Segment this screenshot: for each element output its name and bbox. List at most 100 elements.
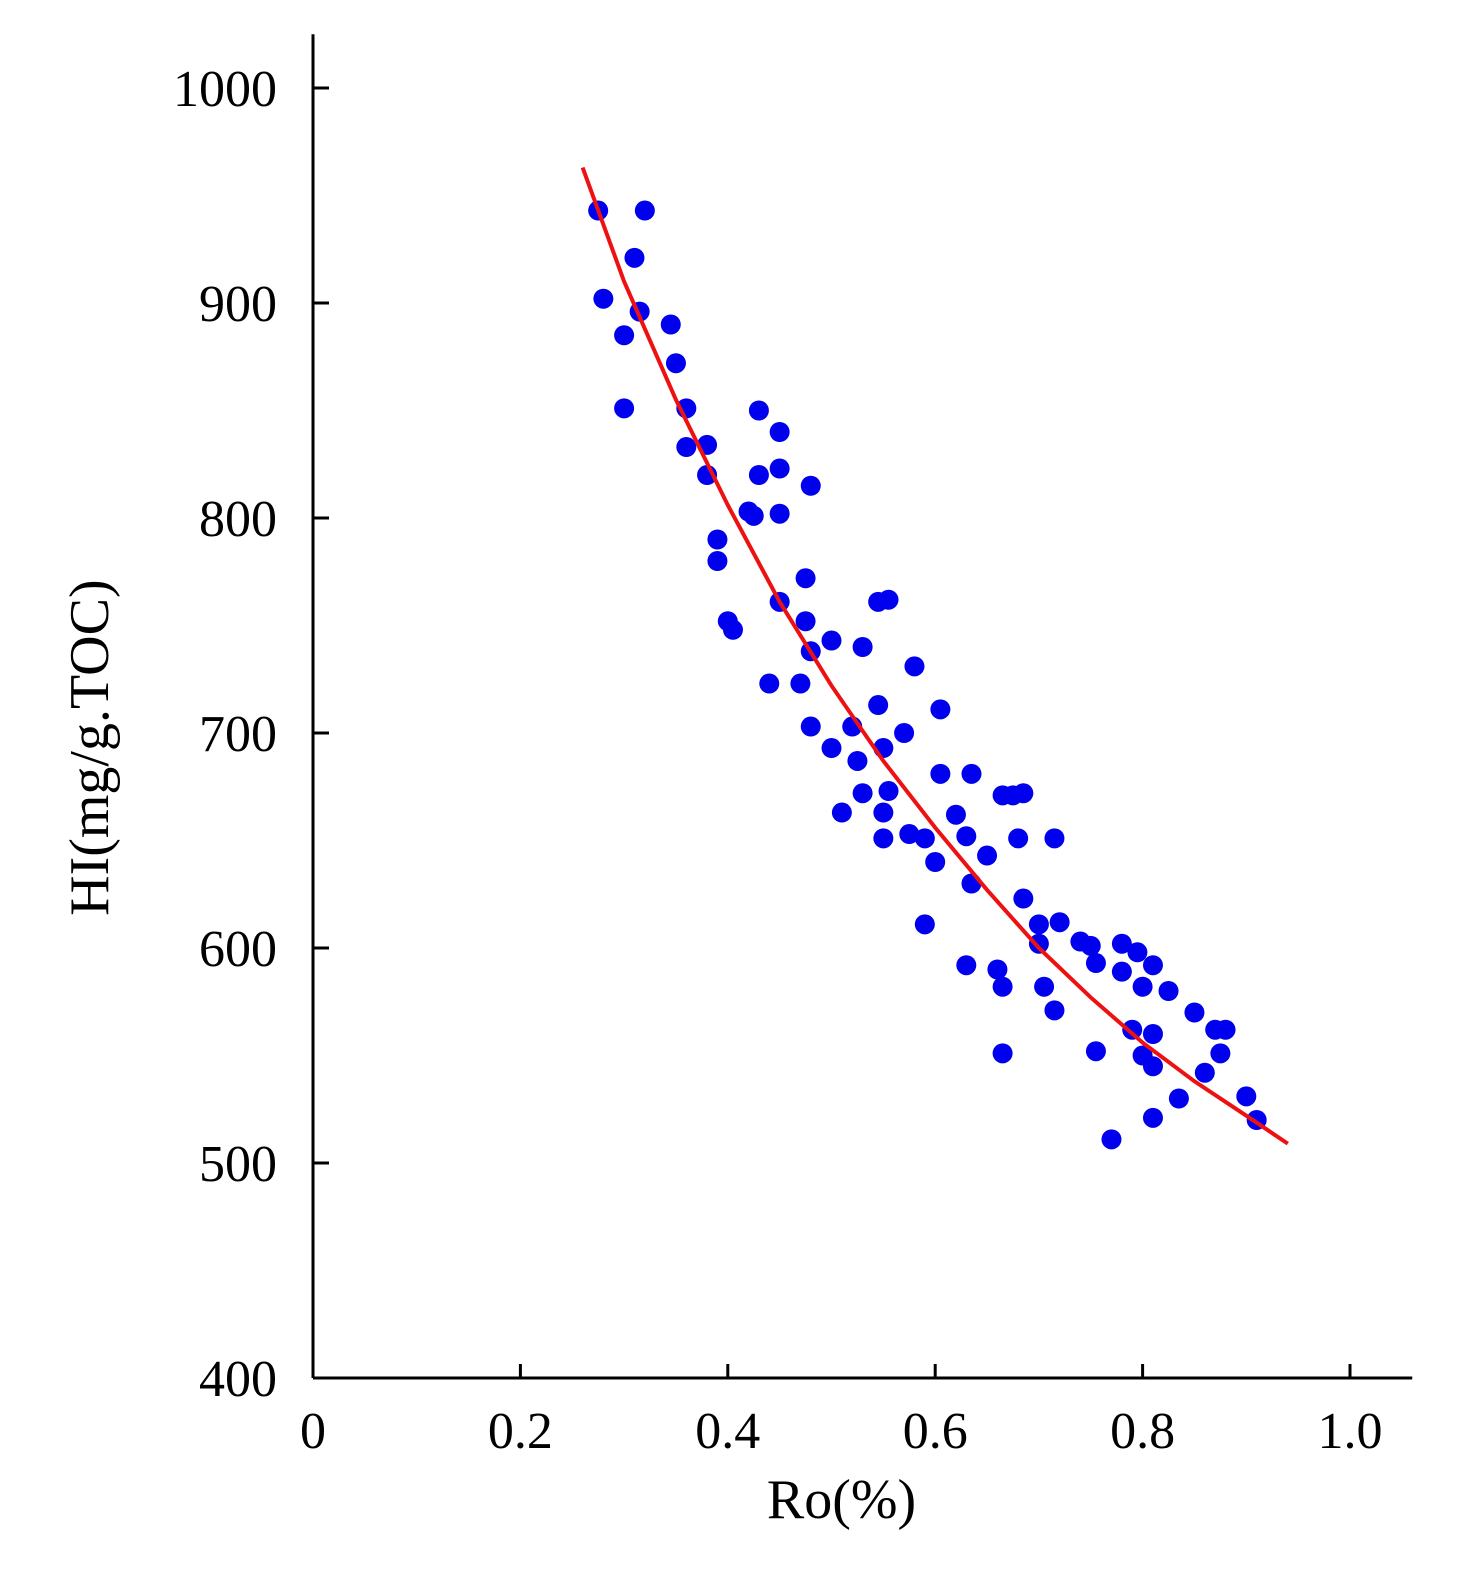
data-point — [676, 437, 697, 458]
y-tick-label: 900 — [199, 276, 277, 333]
data-point — [1044, 828, 1065, 849]
data-point — [873, 802, 894, 823]
data-point — [878, 589, 899, 610]
data-point — [1085, 1041, 1106, 1062]
x-tick-label: 0 — [300, 1403, 326, 1460]
data-point — [1013, 888, 1034, 909]
data-point — [1085, 953, 1106, 974]
data-point — [852, 637, 873, 657]
data-point — [961, 763, 982, 784]
data-point — [614, 398, 635, 419]
data-point — [1210, 1043, 1231, 1064]
data-point — [914, 914, 935, 935]
data-point — [925, 852, 946, 872]
data-point — [1236, 1086, 1257, 1107]
data-point — [868, 695, 889, 716]
data-point — [769, 458, 790, 479]
trend-layer — [580, 166, 1289, 1146]
data-point — [1028, 914, 1049, 935]
data-point — [593, 288, 614, 309]
y-axis-ticks: 400 500 600 700 800 900 1000 — [173, 61, 329, 1408]
data-point — [634, 200, 655, 221]
x-tick-label: 0.6 — [903, 1403, 968, 1460]
y-tick-label: 500 — [199, 1136, 277, 1193]
data-point — [707, 529, 728, 550]
data-point — [795, 568, 816, 589]
data-point — [873, 828, 894, 849]
data-point — [1215, 1019, 1236, 1040]
data-point — [992, 1043, 1013, 1064]
data-point — [748, 465, 769, 485]
data-point — [1028, 933, 1049, 954]
y-axis-title: HI(mg/g.TOC) — [59, 579, 121, 916]
data-point — [987, 959, 1008, 980]
data-point — [1158, 981, 1179, 1001]
data-point — [795, 611, 816, 632]
data-point — [1111, 933, 1132, 954]
x-tick-label: 0.2 — [488, 1403, 553, 1460]
data-point — [1194, 1062, 1215, 1083]
data-point — [930, 763, 951, 784]
data-point — [769, 422, 790, 442]
data-point — [945, 804, 966, 825]
x-tick-label: 0.8 — [1110, 1403, 1175, 1460]
data-point — [1142, 1056, 1163, 1077]
y-tick-label: 1000 — [173, 61, 277, 118]
data-point — [660, 314, 681, 335]
data-point — [899, 824, 920, 845]
x-axis-ticks: 0 0.2 0.4 0.6 0.8 1.0 — [300, 1364, 1383, 1460]
data-point — [800, 716, 821, 737]
data-point — [1111, 961, 1132, 982]
data-point — [831, 802, 852, 823]
data-point — [878, 781, 899, 802]
data-point — [1034, 976, 1055, 997]
data-point — [1132, 976, 1153, 997]
data-point — [992, 976, 1013, 997]
y-tick-label: 600 — [199, 921, 277, 978]
data-point — [1127, 942, 1148, 963]
data-point — [743, 505, 764, 526]
data-point — [1184, 1002, 1205, 1023]
data-point — [1044, 1000, 1065, 1021]
data-point — [614, 325, 635, 346]
data-point — [821, 630, 842, 651]
data-point — [956, 826, 977, 847]
data-point — [852, 783, 873, 804]
data-point — [821, 738, 842, 759]
data-point — [722, 619, 743, 640]
data-point — [1142, 1024, 1163, 1044]
data-point — [961, 873, 982, 894]
axes — [311, 34, 1413, 1380]
data-point — [759, 673, 780, 694]
data-point — [790, 673, 811, 694]
data-point — [1122, 1019, 1143, 1040]
data-point — [1080, 935, 1101, 956]
trend-line — [580, 166, 1289, 1146]
data-point — [800, 475, 821, 496]
data-point — [1013, 783, 1034, 804]
data-point — [1008, 828, 1029, 849]
data-points — [588, 200, 1267, 1150]
y-tick-label: 400 — [199, 1351, 277, 1408]
y-tick-label: 700 — [199, 706, 277, 763]
data-point — [665, 353, 686, 374]
data-point — [1168, 1088, 1189, 1109]
y-tick-label: 800 — [199, 491, 277, 548]
data-point — [769, 503, 790, 524]
data-point — [624, 247, 645, 268]
data-point — [930, 699, 951, 720]
x-axis-title: Ro(%) — [767, 1469, 916, 1531]
data-point — [894, 723, 915, 743]
data-point — [1142, 1107, 1163, 1128]
data-point — [914, 828, 935, 849]
data-point — [904, 656, 925, 677]
data-point — [1142, 955, 1163, 976]
data-point — [748, 400, 769, 421]
x-tick-label: 0.4 — [695, 1403, 760, 1460]
data-point — [847, 750, 868, 771]
x-tick-label: 1.0 — [1318, 1403, 1383, 1460]
data-point — [977, 845, 998, 866]
data-point — [1049, 912, 1070, 933]
data-point — [1101, 1129, 1122, 1150]
